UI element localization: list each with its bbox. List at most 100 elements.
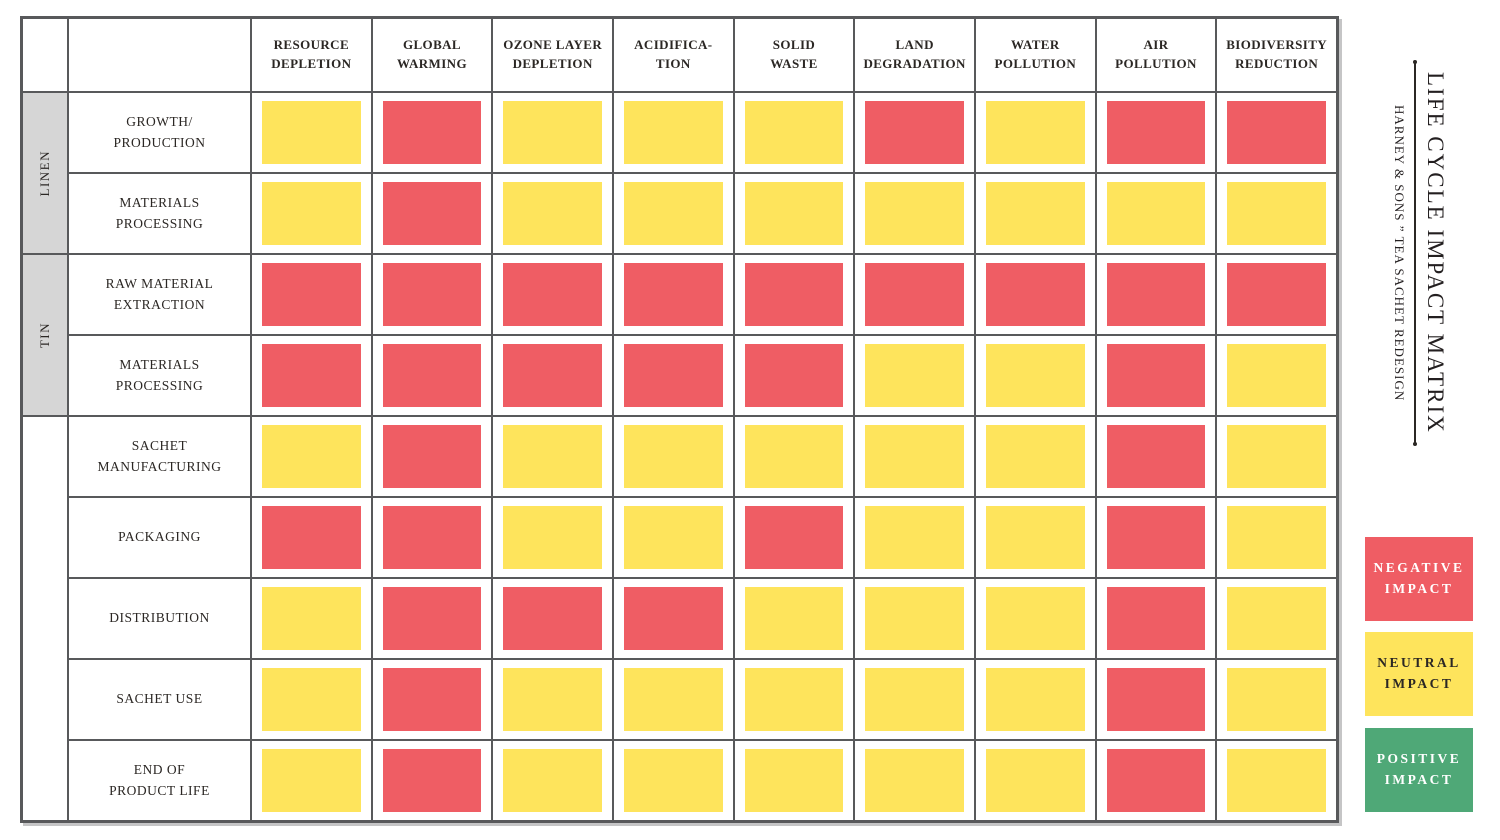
neutral-impact-swatch	[1227, 506, 1326, 569]
impact-cell	[372, 498, 492, 577]
label-line: PROCESSING	[115, 377, 204, 393]
impact-cell	[1096, 255, 1216, 334]
neutral-impact-swatch	[985, 182, 1085, 245]
impact-cell	[252, 741, 371, 820]
neutral-impact-swatch	[985, 587, 1085, 650]
impact-cell	[855, 255, 974, 334]
label-line: WARMING	[397, 56, 467, 71]
impact-cell	[1217, 579, 1336, 658]
label-line: SOLID	[772, 37, 816, 53]
negative-impact-swatch	[1227, 101, 1326, 164]
neutral-impact-swatch	[1227, 182, 1326, 245]
impact-cell	[1217, 255, 1336, 334]
matrix-table: RESOURCE DEPLETION GLOBAL WARMING OZONE LAYE…	[20, 16, 1339, 823]
impact-cell	[975, 579, 1095, 658]
negative-impact-swatch	[1227, 263, 1326, 326]
impact-cell	[613, 255, 733, 334]
label-line: DEPLETION	[271, 56, 352, 71]
neutral-impact-swatch	[262, 749, 361, 812]
impact-cell	[1096, 498, 1216, 577]
impact-cell	[855, 417, 974, 496]
negative-impact-swatch	[503, 263, 602, 326]
impact-cell	[1217, 93, 1336, 172]
impact-cell	[1217, 417, 1336, 496]
impact-cell	[975, 255, 1095, 334]
negative-impact-swatch	[1106, 749, 1206, 812]
label-line: ACIDIFICA-	[634, 37, 713, 53]
neutral-impact-swatch	[503, 749, 602, 812]
impact-cell	[975, 660, 1095, 739]
neutral-impact-swatch	[865, 182, 964, 245]
impact-cell	[613, 336, 733, 415]
corner-strip-cell	[23, 19, 67, 91]
impact-cell	[734, 336, 854, 415]
negative-impact-swatch	[985, 263, 1085, 326]
neutral-impact-swatch	[865, 344, 964, 407]
group-cell-tin: TIN	[23, 255, 67, 415]
negative-impact-swatch	[1106, 344, 1206, 407]
label-line: POLLUTION	[994, 56, 1077, 71]
label-line: WATER	[1010, 37, 1060, 53]
label-line: WASTE	[770, 56, 818, 71]
negative-impact-swatch	[744, 263, 844, 326]
neutral-impact-swatch	[744, 182, 844, 245]
label-line: DEGRADATION	[863, 56, 966, 71]
legend-positive-line1: POSITIVE	[1376, 751, 1462, 767]
impact-cell	[855, 174, 974, 253]
legend-neutral-impact: NEUTRAL IMPACT	[1365, 632, 1473, 716]
neutral-impact-swatch	[623, 182, 723, 245]
neutral-impact-swatch	[865, 749, 964, 812]
impact-cell	[1096, 579, 1216, 658]
impact-cell	[372, 417, 492, 496]
row-label-6: DISTRIBUTION	[69, 579, 250, 658]
negative-impact-swatch	[382, 668, 482, 731]
group-cell-blank	[23, 417, 67, 820]
negative-impact-swatch	[623, 344, 723, 407]
impact-cell	[613, 660, 733, 739]
label-line: MANUFACTURING	[97, 458, 222, 474]
label-line: DEPLETION	[512, 56, 593, 71]
row-label-8: END OF PRODUCT LIFE	[69, 741, 250, 820]
negative-impact-swatch	[262, 506, 361, 569]
negative-impact-swatch	[1106, 425, 1206, 488]
neutral-impact-swatch	[262, 587, 361, 650]
negative-impact-swatch	[382, 101, 482, 164]
neutral-impact-swatch	[623, 506, 723, 569]
neutral-impact-swatch	[985, 101, 1085, 164]
column-header-4: SOLID WASTE	[734, 19, 854, 91]
impact-cell	[734, 498, 854, 577]
neutral-impact-swatch	[744, 749, 844, 812]
row-label-4: SACHET MANUFACTURING	[69, 417, 250, 496]
label-line: GLOBAL	[402, 37, 461, 53]
group-label-tin: TIN	[37, 321, 52, 349]
neutral-impact-swatch	[262, 101, 361, 164]
impact-cell	[1217, 741, 1336, 820]
impact-cell	[372, 336, 492, 415]
impact-cell	[855, 741, 974, 820]
impact-cell	[1217, 660, 1336, 739]
label-line: PROCESSING	[115, 215, 204, 231]
impact-cell	[493, 660, 612, 739]
label-line: EXTRACTION	[113, 296, 206, 312]
impact-cell	[975, 336, 1095, 415]
label-line: OZONE LAYER	[503, 37, 603, 53]
negative-impact-swatch	[262, 263, 361, 326]
legend-negative-line2: IMPACT	[1384, 581, 1454, 596]
negative-impact-swatch	[1106, 506, 1206, 569]
row-label-2: RAW MATERIAL EXTRACTION	[69, 255, 250, 334]
label-line: AIR	[1143, 37, 1169, 53]
label-line: SACHET	[131, 437, 188, 453]
impact-cell	[372, 579, 492, 658]
label-line: POLLUTION	[1115, 56, 1197, 71]
label-line: MATERIALS	[119, 356, 200, 372]
column-header-1: GLOBAL WARMING	[372, 19, 492, 91]
neutral-impact-swatch	[865, 587, 964, 650]
impact-cell	[1096, 336, 1216, 415]
neutral-impact-swatch	[865, 668, 964, 731]
label-line: RESOURCE	[273, 37, 350, 53]
negative-impact-swatch	[744, 506, 844, 569]
impact-cell	[613, 417, 733, 496]
neutral-impact-swatch	[744, 101, 844, 164]
impact-cell	[493, 255, 612, 334]
neutral-impact-swatch	[744, 425, 844, 488]
